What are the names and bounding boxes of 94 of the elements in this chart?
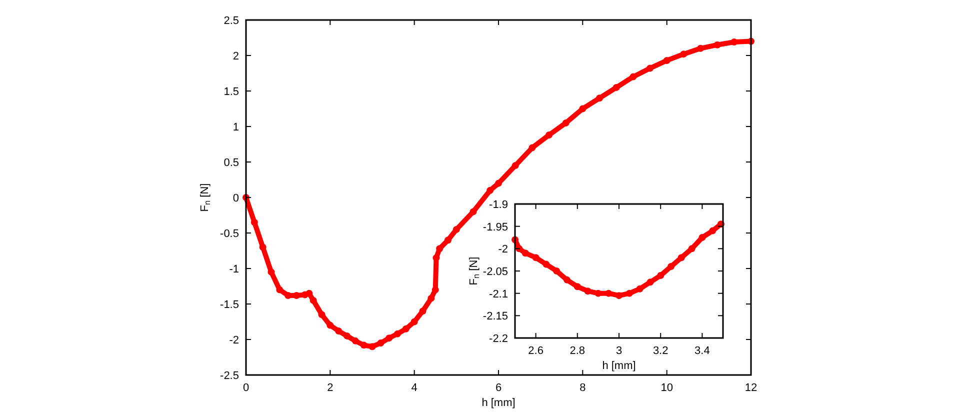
point: [344, 332, 350, 340]
x-tick-label: 6: [495, 382, 502, 394]
point: [377, 340, 384, 347]
point: [698, 234, 706, 241]
point: [528, 144, 536, 152]
point: [709, 227, 716, 234]
point: [432, 254, 440, 262]
point: [680, 50, 688, 58]
y-tick-label: -2.15: [482, 310, 508, 323]
point: [486, 186, 494, 194]
x-tick-label: 3.2: [652, 345, 668, 357]
point: [470, 208, 477, 216]
point: [542, 260, 550, 268]
x-tick-label: 0: [242, 382, 250, 394]
point: [546, 132, 552, 139]
point: [368, 343, 376, 350]
point: [386, 334, 393, 342]
x-tick-label: 2.6: [528, 345, 544, 357]
point: [318, 311, 326, 318]
point: [335, 327, 342, 334]
y-tick-label: -2.5: [220, 370, 239, 382]
point: [268, 268, 275, 276]
point: [326, 322, 334, 329]
y-tick-label: -0.5: [220, 228, 239, 240]
point: [310, 296, 317, 304]
point: [714, 41, 721, 48]
y-tick-label: 0.5: [224, 157, 239, 169]
x-axis-title: h [mm]: [482, 397, 516, 409]
y-tick-label: 0: [232, 192, 239, 204]
point: [579, 105, 586, 112]
x-tick-label: 8: [580, 382, 586, 394]
point: [532, 254, 540, 262]
point: [432, 286, 439, 294]
point: [584, 288, 592, 295]
point: [452, 226, 460, 233]
y-tick-label: -2.05: [482, 266, 508, 278]
point: [697, 44, 704, 52]
point: [276, 286, 284, 294]
point: [410, 318, 418, 326]
point: [663, 56, 670, 64]
point: [668, 263, 674, 270]
y-tick-label: -2: [229, 334, 239, 346]
y-tick-label: 2: [232, 50, 239, 62]
point: [730, 38, 738, 46]
point: [428, 294, 435, 302]
x-tick-label: 4: [411, 382, 418, 394]
x-tick-label: 3.4: [694, 345, 710, 357]
point: [495, 180, 502, 187]
point: [512, 162, 519, 170]
point: [657, 272, 664, 279]
point: [574, 283, 581, 290]
y-tick-label: -2: [498, 244, 508, 256]
point: [436, 245, 444, 252]
point: [444, 236, 452, 244]
y-tick-label: 1: [232, 122, 239, 134]
point: [636, 285, 644, 292]
point: [394, 330, 401, 338]
point: [250, 218, 258, 226]
point: [626, 290, 633, 297]
point: [522, 250, 529, 257]
point: [678, 254, 685, 262]
point: [259, 244, 266, 251]
y-tick-label: 1.5: [224, 86, 239, 98]
x-tick-label: 3: [616, 345, 622, 357]
y-tick-label: 2.5: [224, 15, 239, 27]
point: [612, 84, 620, 91]
point: [564, 276, 570, 284]
point: [596, 94, 603, 102]
point: [306, 290, 313, 297]
x-tick-label: 2: [327, 382, 334, 394]
y-tick-label: -1.9: [489, 199, 508, 211]
point: [630, 73, 637, 80]
point: [293, 292, 300, 299]
y-tick-label: -2.2: [489, 333, 508, 345]
point: [562, 119, 570, 126]
point: [594, 290, 602, 297]
point: [352, 337, 359, 344]
point: [419, 308, 426, 315]
point: [605, 290, 612, 297]
point: [688, 245, 696, 252]
point: [402, 325, 410, 332]
x-tick-label: 2.8: [570, 345, 586, 357]
point: [553, 268, 560, 274]
point: [646, 64, 654, 72]
y-tick-label: -1.5: [220, 299, 239, 311]
y-tick-label: -2.1: [489, 288, 508, 300]
y-tick-label: -1: [229, 264, 239, 276]
point: [646, 278, 654, 286]
x-tick-label: 12: [744, 382, 758, 394]
point: [360, 342, 368, 349]
y-tick-label: -1.95: [482, 221, 508, 234]
x-axis-title: h [mm]: [602, 360, 636, 372]
point: [616, 292, 622, 300]
x-tick-label: 10: [660, 382, 673, 394]
